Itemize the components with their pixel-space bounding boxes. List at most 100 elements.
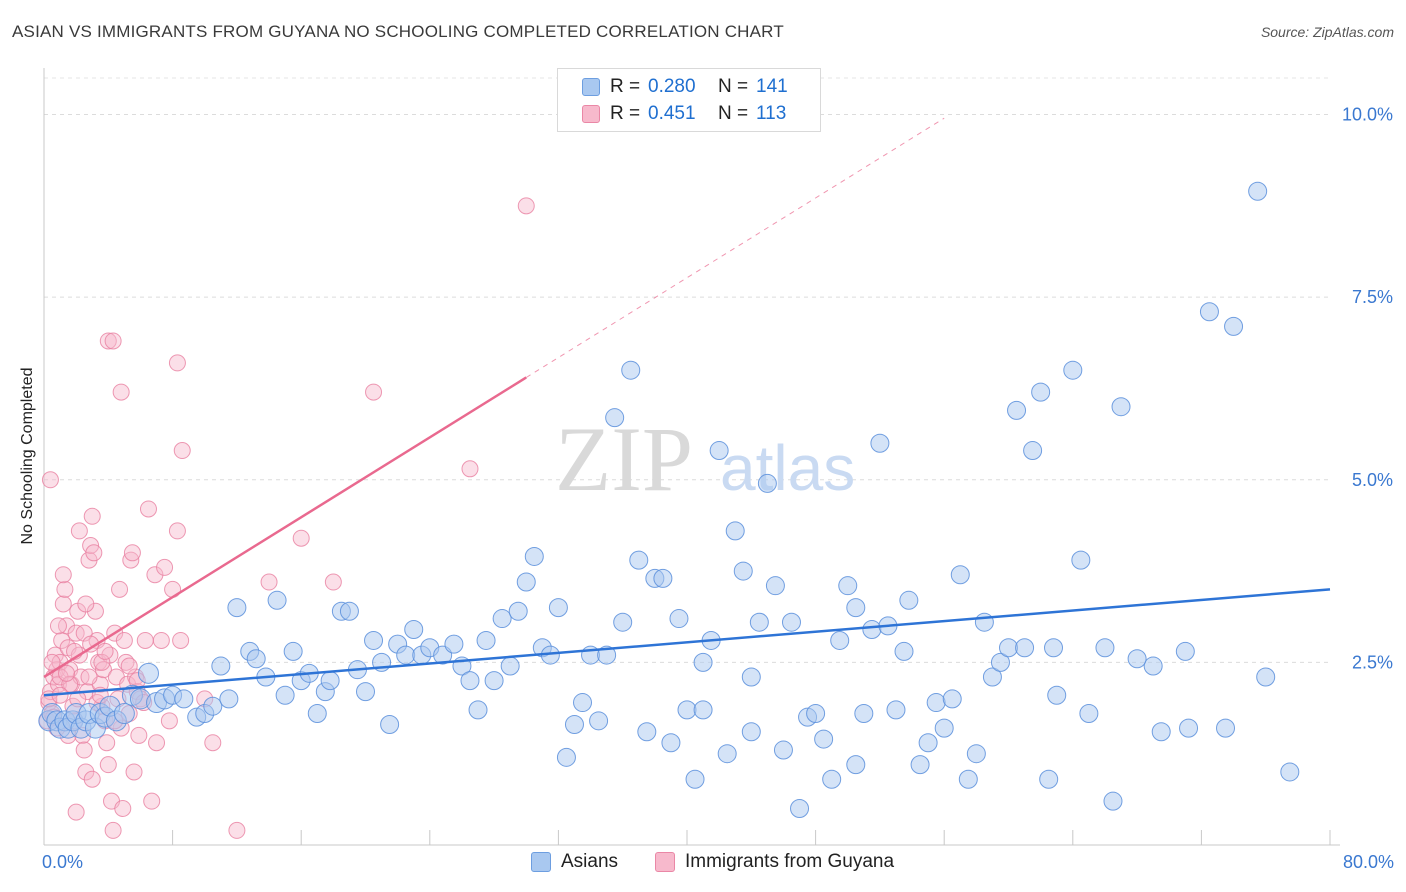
legend-row-guyana: R = 0.451 N = 113 [558, 100, 786, 128]
data-point-asians [765, 576, 785, 596]
data-point-guyana [146, 566, 164, 584]
data-point-asians [1280, 762, 1300, 782]
y-tick-labels: 2.5% 5.0% 7.5% 10.0% [1342, 105, 1393, 673]
data-point-asians [1111, 397, 1131, 417]
legend-r-label: R = [610, 76, 641, 97]
data-point-guyana [365, 383, 383, 401]
data-point-asians [717, 744, 737, 764]
data-point-asians [476, 630, 496, 650]
data-point-guyana [123, 544, 141, 562]
data-point-guyana [156, 558, 174, 576]
data-point-asians [910, 755, 930, 775]
legend-r-label: R = [610, 103, 641, 124]
data-point-asians [693, 652, 713, 672]
data-point-asians [982, 667, 1002, 687]
data-point-asians [307, 704, 327, 724]
data-point-asians [211, 656, 231, 676]
data-point-asians [621, 360, 641, 380]
series-legend-swatch-guyana [655, 852, 675, 872]
series-legend-item-guyana: Immigrants from Guyana [655, 851, 894, 873]
x-tick-label-min: 0.0% [42, 852, 84, 872]
series-legend-swatch-asians [531, 852, 551, 872]
data-point-asians [174, 689, 194, 709]
data-point-asians [870, 433, 890, 453]
data-point-asians [404, 620, 424, 640]
data-point-guyana [152, 631, 170, 649]
data-point-guyana [148, 734, 166, 752]
legend-r-value: 0.451 [648, 103, 696, 124]
data-point-guyana [99, 332, 117, 350]
data-point-asians [974, 612, 994, 632]
data-point-guyana [83, 770, 101, 788]
legend-n-label: N = [718, 76, 749, 97]
data-point-asians [886, 700, 906, 720]
data-point-guyana [56, 580, 74, 598]
correlation-legend: R = 0.280 N = 141 R = 0.451 N = 113 [557, 68, 821, 132]
data-point-guyana [461, 460, 479, 478]
data-point-asians [741, 722, 761, 742]
data-point-asians [1047, 685, 1067, 705]
series-guyana-points [38, 197, 535, 839]
data-point-guyana [172, 631, 190, 649]
data-point-asians [693, 700, 713, 720]
data-point-asians [339, 601, 359, 621]
data-point-asians [468, 700, 488, 720]
data-point-asians [492, 609, 512, 629]
chart-title: ASIAN VS IMMIGRANTS FROM GUYANA NO SCHOO… [12, 22, 784, 41]
series-legend-item-asians: Asians [531, 851, 618, 873]
y-tick-label: 5.0% [1352, 470, 1393, 490]
legend-n-label: N = [718, 103, 749, 124]
data-point-asians [573, 693, 593, 713]
data-point-guyana [139, 500, 157, 518]
data-point-guyana [136, 631, 154, 649]
data-point-guyana [517, 197, 535, 215]
data-point-asians [1044, 638, 1064, 658]
data-point-asians [1216, 718, 1236, 738]
data-point-asians [548, 598, 568, 618]
legend-row-asians: R = 0.280 N = 141 [558, 73, 788, 101]
legend-n-value: 113 [756, 103, 787, 124]
y-tick-label: 7.5% [1352, 287, 1393, 307]
data-point-guyana [96, 642, 114, 660]
data-point-guyana [85, 544, 103, 562]
data-point-guyana [70, 522, 88, 540]
data-point-asians [838, 576, 858, 596]
data-point-asians [564, 714, 584, 734]
data-point-asians [227, 598, 247, 618]
data-point-guyana [75, 741, 93, 759]
data-point-guyana [83, 507, 101, 525]
data-point-guyana [86, 602, 104, 620]
data-point-asians [1127, 649, 1147, 669]
y-tick-label: 10.0% [1342, 105, 1393, 125]
watermark: ZIP atlas [555, 408, 855, 510]
data-point-asians [113, 703, 135, 725]
data-point-asians [364, 630, 384, 650]
data-point-guyana [75, 624, 93, 642]
data-point-asians [781, 612, 801, 632]
data-point-asians [950, 565, 970, 585]
data-point-asians [733, 561, 753, 581]
legend-n-value: 141 [756, 76, 788, 97]
data-point-guyana [125, 763, 143, 781]
data-point-guyana [49, 617, 67, 635]
data-point-guyana [114, 799, 132, 817]
data-point-asians [1063, 360, 1083, 380]
data-point-guyana [58, 664, 76, 682]
data-point-asians [653, 568, 673, 588]
data-point-asians [999, 638, 1018, 658]
data-point-guyana [115, 631, 133, 649]
data-point-asians [556, 747, 576, 767]
data-point-guyana [94, 661, 112, 679]
data-point-guyana [204, 734, 222, 752]
data-point-asians [283, 641, 303, 661]
data-point-guyana [67, 803, 85, 821]
trend-lines [43, 117, 1331, 697]
data-point-asians [773, 740, 793, 760]
data-point-guyana [111, 580, 129, 598]
data-point-asians [990, 652, 1010, 672]
trend-line-guyana-extension [525, 117, 945, 378]
data-point-asians [637, 722, 657, 742]
data-point-asians [814, 729, 834, 749]
data-point-asians [918, 733, 938, 753]
data-point-asians [219, 689, 239, 709]
